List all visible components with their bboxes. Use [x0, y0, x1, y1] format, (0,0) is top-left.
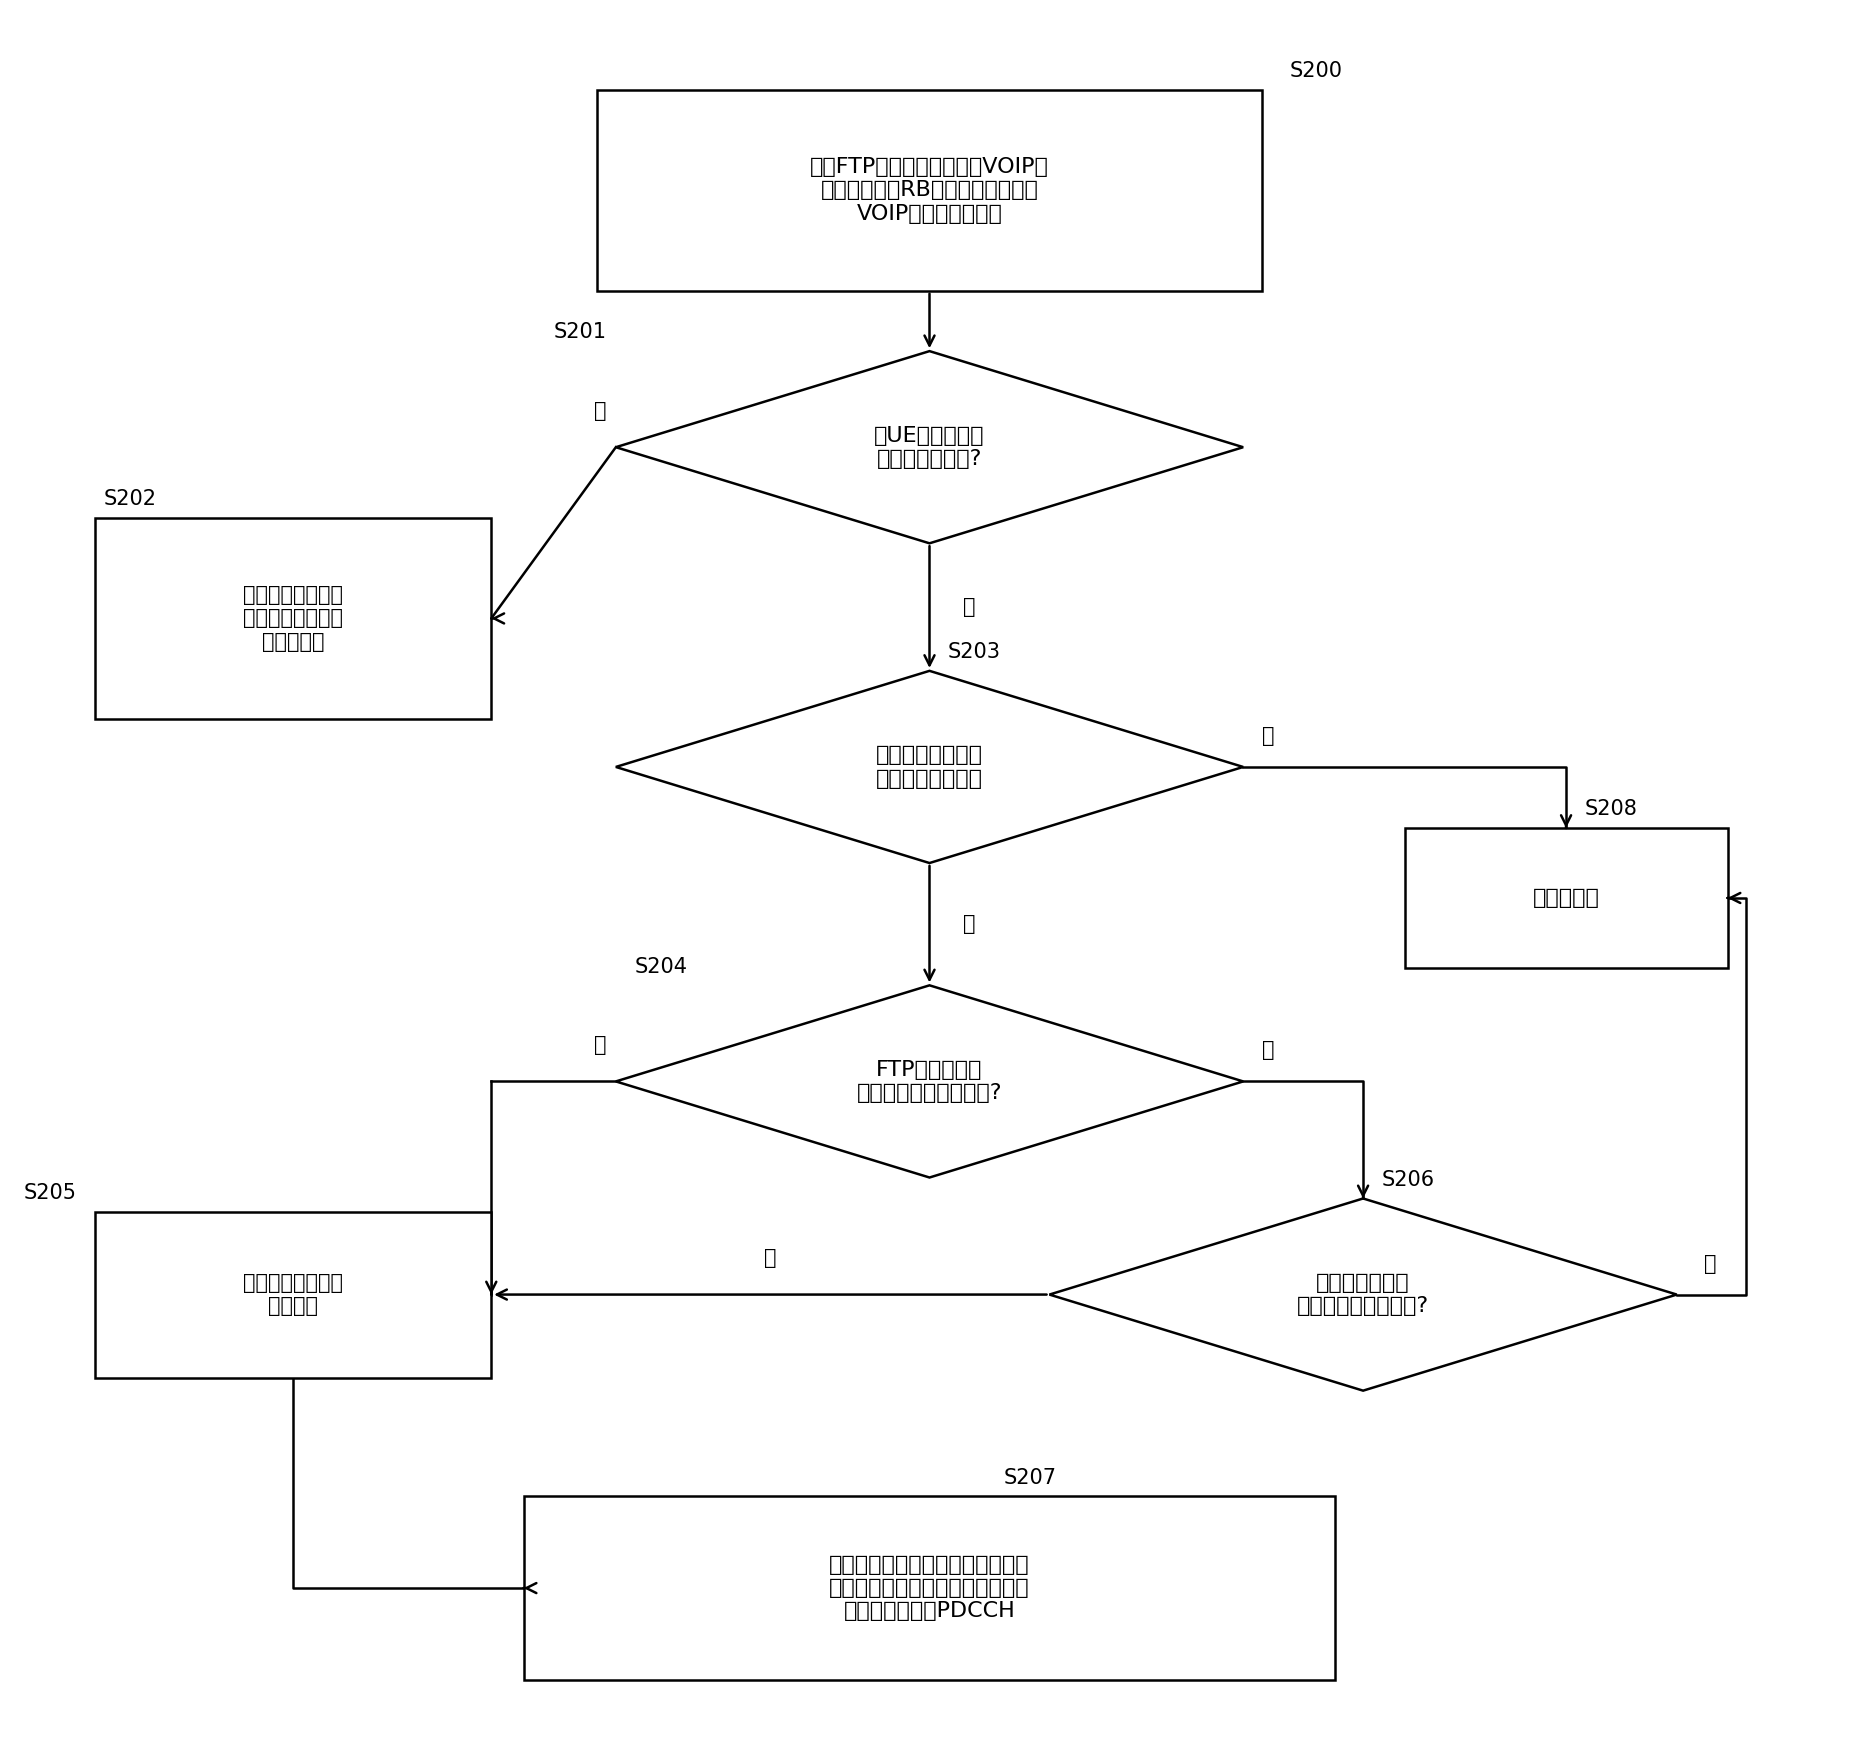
Text: 不允许抢占: 不允许抢占: [1532, 888, 1599, 909]
Text: S208: S208: [1584, 799, 1638, 819]
Text: 是: 是: [595, 402, 606, 421]
Polygon shape: [615, 671, 1244, 863]
Text: 使用空闲进程号中
编号最小的进程进
行传输业务: 使用空闲进程号中 编号最小的进程进 行传输业务: [244, 585, 342, 652]
Text: 是: 是: [963, 914, 976, 933]
Text: S201: S201: [554, 322, 606, 342]
Text: 否: 否: [1705, 1254, 1718, 1273]
FancyBboxPatch shape: [524, 1497, 1335, 1680]
FancyBboxPatch shape: [597, 90, 1262, 291]
Text: 获取FTP业务、流业务以及VOIP业
务，通过下行RB优先级排队，确定
VOIP业务优先级最高: 获取FTP业务、流业务以及VOIP业 务，通过下行RB优先级排队，确定 VOIP…: [811, 157, 1048, 224]
Text: 该UE当前子帧是
否有空闲进程号?: 该UE当前子帧是 否有空闲进程号?: [874, 426, 985, 468]
Text: FTP业务的进程
是否包括可被占用进程?: FTP业务的进程 是否包括可被占用进程?: [857, 1060, 1002, 1102]
Text: 判断当前进程中是
否有可被抢占进程: 判断当前进程中是 否有可被抢占进程: [876, 745, 983, 789]
Text: 抢占传输块时延最
大的进程: 抢占传输块时延最 大的进程: [244, 1273, 342, 1315]
Text: S206: S206: [1381, 1169, 1435, 1190]
Text: 否: 否: [1262, 726, 1273, 747]
Text: 将高优先级业务对应的传输块放到
基站内该进程对应的缓存中根据资
源分配情况发送PDCCH: 将高优先级业务对应的传输块放到 基站内该进程对应的缓存中根据资 源分配情况发送P…: [829, 1555, 1030, 1622]
Text: 是: 是: [595, 1035, 606, 1055]
Text: 流业务的进程是
否包括可被占用进程?: 流业务的进程是 否包括可被占用进程?: [1298, 1273, 1430, 1315]
Text: S207: S207: [1004, 1467, 1056, 1488]
Text: S205: S205: [22, 1183, 76, 1203]
Text: S203: S203: [948, 643, 1000, 662]
Polygon shape: [615, 986, 1244, 1178]
FancyBboxPatch shape: [95, 518, 491, 718]
Text: S200: S200: [1290, 62, 1342, 81]
Text: S204: S204: [634, 956, 688, 977]
Polygon shape: [1050, 1199, 1677, 1391]
Text: 否: 否: [963, 597, 976, 616]
Polygon shape: [615, 350, 1244, 544]
Text: 否: 否: [1262, 1041, 1273, 1060]
Text: S202: S202: [104, 490, 156, 509]
FancyBboxPatch shape: [1405, 828, 1727, 969]
Text: 是: 是: [764, 1249, 777, 1268]
FancyBboxPatch shape: [95, 1212, 491, 1377]
